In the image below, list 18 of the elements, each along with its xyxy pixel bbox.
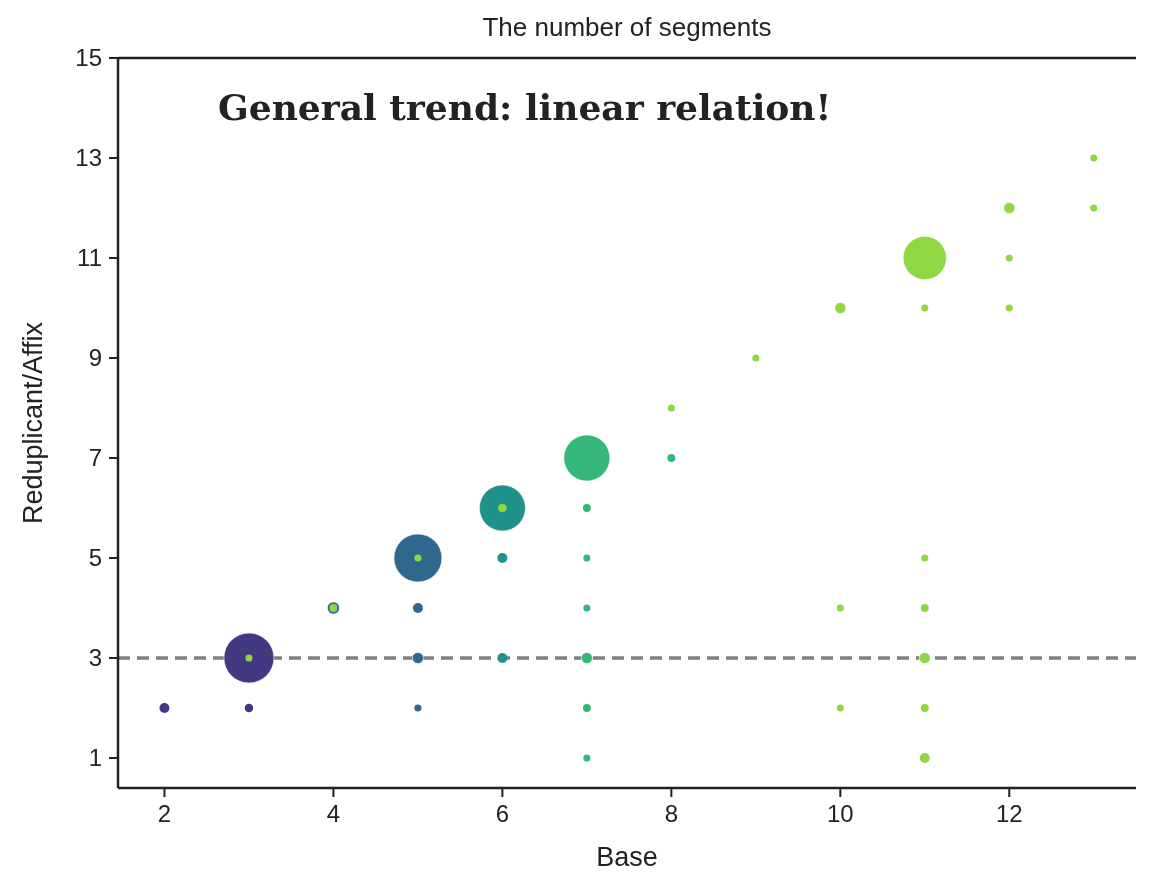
y-tick-label: 9 xyxy=(88,344,102,372)
y-tick-label: 11 xyxy=(77,244,102,272)
x-tick-label: 2 xyxy=(157,800,172,827)
x-tick-label: 8 xyxy=(664,800,679,827)
y-axis-title: Reduplicant/Affix xyxy=(18,321,48,525)
x-tick-label: 12 xyxy=(995,800,1023,827)
y-tick-label: 13 xyxy=(75,144,102,172)
y-tick-label: 7 xyxy=(88,444,102,472)
y-tick-label: 5 xyxy=(88,544,102,572)
chart-title: The number of segments xyxy=(482,12,772,42)
x-tick-label: 10 xyxy=(826,800,854,827)
x-tick-label: 4 xyxy=(326,800,341,827)
y-tick-label: 3 xyxy=(88,644,102,672)
x-tick-label: 6 xyxy=(495,800,510,827)
y-tick-label: 15 xyxy=(75,44,102,72)
x-axis-title: Base xyxy=(596,842,658,872)
annotation: General trend: linear relation! xyxy=(218,86,832,128)
y-tick-label: 1 xyxy=(88,744,102,772)
